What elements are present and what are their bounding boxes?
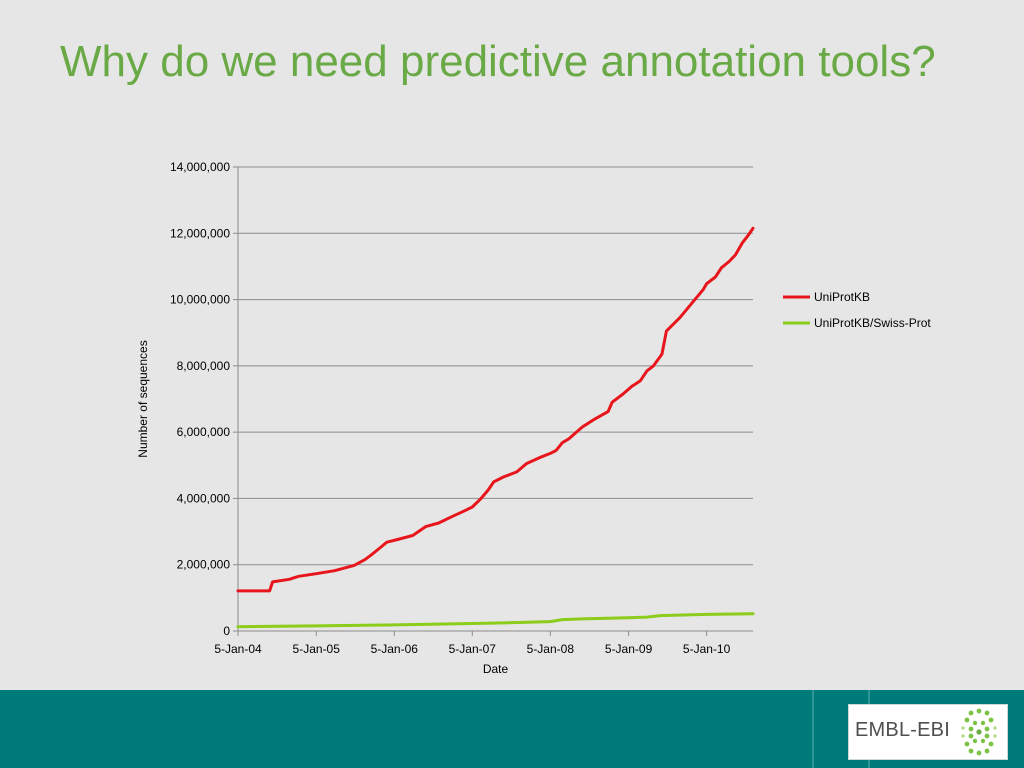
x-tick-label: 5-Jan-04 bbox=[214, 642, 262, 656]
footer-divider bbox=[812, 690, 814, 768]
x-tick-label: 5-Jan-09 bbox=[605, 642, 653, 656]
line-chart: 0 2,000,000 4,000,000 6,000,000 8,000,000 10,… bbox=[136, 160, 931, 676]
legend-label: UniProtKB bbox=[814, 290, 870, 304]
x-tick-label: 5-Jan-06 bbox=[371, 642, 419, 656]
grid-layer bbox=[238, 166, 753, 566]
legend-label: UniProtKB/Swiss-Prot bbox=[814, 316, 931, 330]
axes-layer: 0 2,000,000 4,000,000 6,000,000 8,000,000 10,… bbox=[170, 160, 753, 656]
legend: UniProtKB UniProtKB/Swiss-Prot bbox=[783, 290, 931, 330]
y-tick-label: 2,000,000 bbox=[177, 558, 231, 572]
x-tick-label: 5-Jan-07 bbox=[449, 642, 497, 656]
y-tick-label: 0 bbox=[223, 624, 230, 638]
dna-helix-dots-icon bbox=[961, 708, 997, 756]
embl-ebi-logo: EMBL-EBI bbox=[848, 704, 1008, 760]
y-tick-label: 12,000,000 bbox=[170, 226, 230, 240]
x-tick-label: 5-Jan-10 bbox=[683, 642, 731, 656]
y-axis-title: Number of sequences bbox=[136, 340, 150, 457]
y-tick-label: 8,000,000 bbox=[177, 359, 231, 373]
x-tick-label: 5-Jan-08 bbox=[527, 642, 575, 656]
y-tick-label: 14,000,000 bbox=[170, 160, 230, 174]
x-axis-title: Date bbox=[483, 662, 509, 676]
slide-title: Why do we need predictive annotation too… bbox=[60, 37, 936, 86]
y-tick-label: 6,000,000 bbox=[177, 425, 231, 439]
series-layer bbox=[236, 226, 755, 629]
y-tick-label: 10,000,000 bbox=[170, 293, 230, 307]
series-line-uniprotkb bbox=[236, 226, 755, 593]
series-line-uniprotkb-swiss-prot bbox=[236, 612, 755, 629]
logo-text: EMBL-EBI bbox=[855, 719, 950, 741]
x-tick-label: 5-Jan-05 bbox=[293, 642, 341, 656]
y-tick-label: 4,000,000 bbox=[177, 491, 231, 505]
